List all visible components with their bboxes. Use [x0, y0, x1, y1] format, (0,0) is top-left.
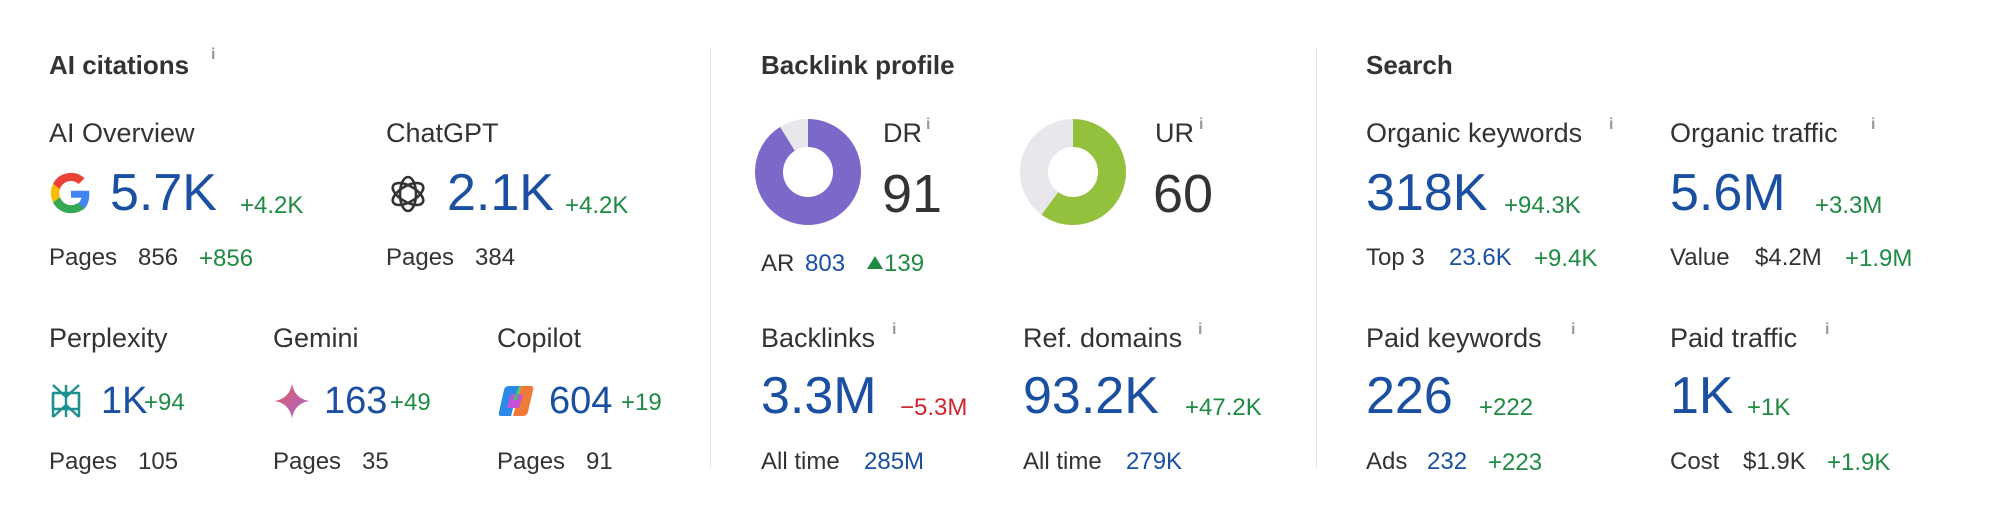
- ai-overview-delta: +4.2K: [240, 192, 304, 219]
- value-label: Value: [1670, 244, 1730, 271]
- ref-domains-delta: +47.2K: [1185, 394, 1262, 421]
- organic-traffic-info-icon[interactable]: i: [1871, 116, 1876, 133]
- ur-label: UR: [1155, 118, 1194, 148]
- backlinks-alltime-label: All time: [761, 448, 840, 475]
- perplexity-delta: +94: [144, 389, 185, 416]
- section-divider: [710, 48, 711, 468]
- paid-traffic-delta: +1K: [1747, 394, 1791, 421]
- ur-donut-fill: [1020, 119, 1126, 225]
- chatgpt-pages-value[interactable]: 384: [475, 244, 516, 271]
- chatgpt-pages-label: Pages: [386, 244, 455, 271]
- organic-keywords-label: Organic keywords: [1366, 118, 1583, 148]
- ai-citations-info-icon[interactable]: i: [211, 46, 216, 63]
- ref-domains-alltime-label: All time: [1023, 448, 1102, 475]
- chatgpt-value[interactable]: 2.1K: [447, 164, 554, 222]
- perplexity-icon: [51, 384, 81, 418]
- copilot-pages-label: Pages: [497, 448, 566, 475]
- section-divider: [1316, 48, 1317, 468]
- organic-keywords-delta: +94.3K: [1504, 192, 1581, 219]
- openai-icon: [391, 175, 425, 213]
- ar-delta: 139: [884, 250, 925, 277]
- copilot-label: Copilot: [497, 323, 582, 353]
- ads-delta: +223: [1488, 449, 1543, 476]
- ar-label: AR: [761, 250, 795, 277]
- backlinks-delta: −5.3M: [900, 394, 968, 421]
- organic-traffic-label: Organic traffic: [1670, 118, 1838, 148]
- dr-value[interactable]: 91: [882, 164, 943, 224]
- copilot-value[interactable]: 604: [549, 380, 613, 422]
- top3-delta: +9.4K: [1534, 245, 1598, 272]
- organic-traffic-delta: +3.3M: [1815, 192, 1883, 219]
- copilot-icon: [498, 386, 534, 416]
- dr-info-icon[interactable]: i: [926, 116, 931, 133]
- perplexity-value[interactable]: 1K: [101, 380, 148, 422]
- arrow-up-icon: [867, 256, 883, 269]
- gemini-pages-label: Pages: [273, 448, 342, 475]
- perplexity-pages-label: Pages: [49, 448, 118, 475]
- ai-overview-label: AI Overview: [49, 118, 195, 148]
- google-icon: [50, 172, 90, 214]
- ur-value[interactable]: 60: [1153, 164, 1214, 224]
- backlinks-alltime-value[interactable]: 285M: [864, 448, 925, 475]
- perplexity-pages-value[interactable]: 105: [138, 448, 179, 475]
- organic-keywords-value[interactable]: 318K: [1366, 164, 1488, 222]
- backlink-profile-title: Backlink profile: [761, 50, 955, 80]
- ai-overview-pages-label: Pages: [49, 244, 118, 271]
- gemini-label: Gemini: [273, 323, 359, 353]
- perplexity-label: Perplexity: [49, 323, 168, 353]
- ai-overview-value[interactable]: 5.7K: [110, 164, 217, 222]
- ur-info-icon[interactable]: i: [1199, 116, 1204, 133]
- ur-donut-chart[interactable]: [1018, 117, 1128, 227]
- chatgpt-delta: +4.2K: [565, 192, 629, 219]
- cost-label: Cost: [1670, 448, 1720, 475]
- top3-label: Top 3: [1366, 244, 1425, 271]
- paid-keywords-delta: +222: [1479, 394, 1534, 421]
- paid-traffic-value[interactable]: 1K: [1670, 367, 1734, 425]
- ref-domains-info-icon[interactable]: i: [1198, 321, 1203, 338]
- ads-value[interactable]: 232: [1427, 448, 1468, 475]
- paid-traffic-label: Paid traffic: [1670, 323, 1798, 353]
- backlinks-label: Backlinks: [761, 323, 876, 353]
- ai-overview-pages-delta: +856: [199, 245, 254, 272]
- cost-delta: +1.9K: [1827, 449, 1891, 476]
- gemini-delta: +49: [390, 389, 431, 416]
- copilot-delta: +19: [621, 389, 662, 416]
- paid-keywords-label: Paid keywords: [1366, 323, 1542, 353]
- ads-label: Ads: [1366, 448, 1408, 475]
- value-delta: +1.9M: [1845, 245, 1913, 272]
- paid-keywords-info-icon[interactable]: i: [1571, 321, 1576, 338]
- copilot-pages-value[interactable]: 91: [586, 448, 613, 475]
- ai-overview-pages-value[interactable]: 856: [138, 244, 179, 271]
- backlinks-value[interactable]: 3.3M: [761, 367, 877, 425]
- cost-value[interactable]: $1.9K: [1743, 448, 1806, 475]
- backlinks-info-icon[interactable]: i: [892, 321, 897, 338]
- ar-value[interactable]: 803: [805, 250, 846, 277]
- ref-domains-alltime-value[interactable]: 279K: [1126, 448, 1183, 475]
- ref-domains-value[interactable]: 93.2K: [1023, 367, 1159, 425]
- gemini-pages-value[interactable]: 35: [362, 448, 389, 475]
- organic-traffic-value[interactable]: 5.6M: [1670, 164, 1786, 222]
- paid-traffic-info-icon[interactable]: i: [1825, 321, 1830, 338]
- ai-citations-title: AI citations: [49, 50, 190, 80]
- top3-value[interactable]: 23.6K: [1449, 244, 1512, 271]
- dr-label: DR: [883, 118, 922, 148]
- gemini-icon: [274, 383, 310, 419]
- paid-keywords-value[interactable]: 226: [1366, 367, 1453, 425]
- ref-domains-label: Ref. domains: [1023, 323, 1183, 353]
- dr-donut-fill: [755, 119, 861, 225]
- chatgpt-label: ChatGPT: [386, 118, 499, 148]
- gemini-value[interactable]: 163: [324, 380, 388, 422]
- search-title: Search: [1366, 50, 1453, 80]
- value-value[interactable]: $4.2M: [1755, 244, 1822, 271]
- organic-keywords-info-icon[interactable]: i: [1609, 116, 1614, 133]
- dr-donut-chart[interactable]: [753, 117, 863, 227]
